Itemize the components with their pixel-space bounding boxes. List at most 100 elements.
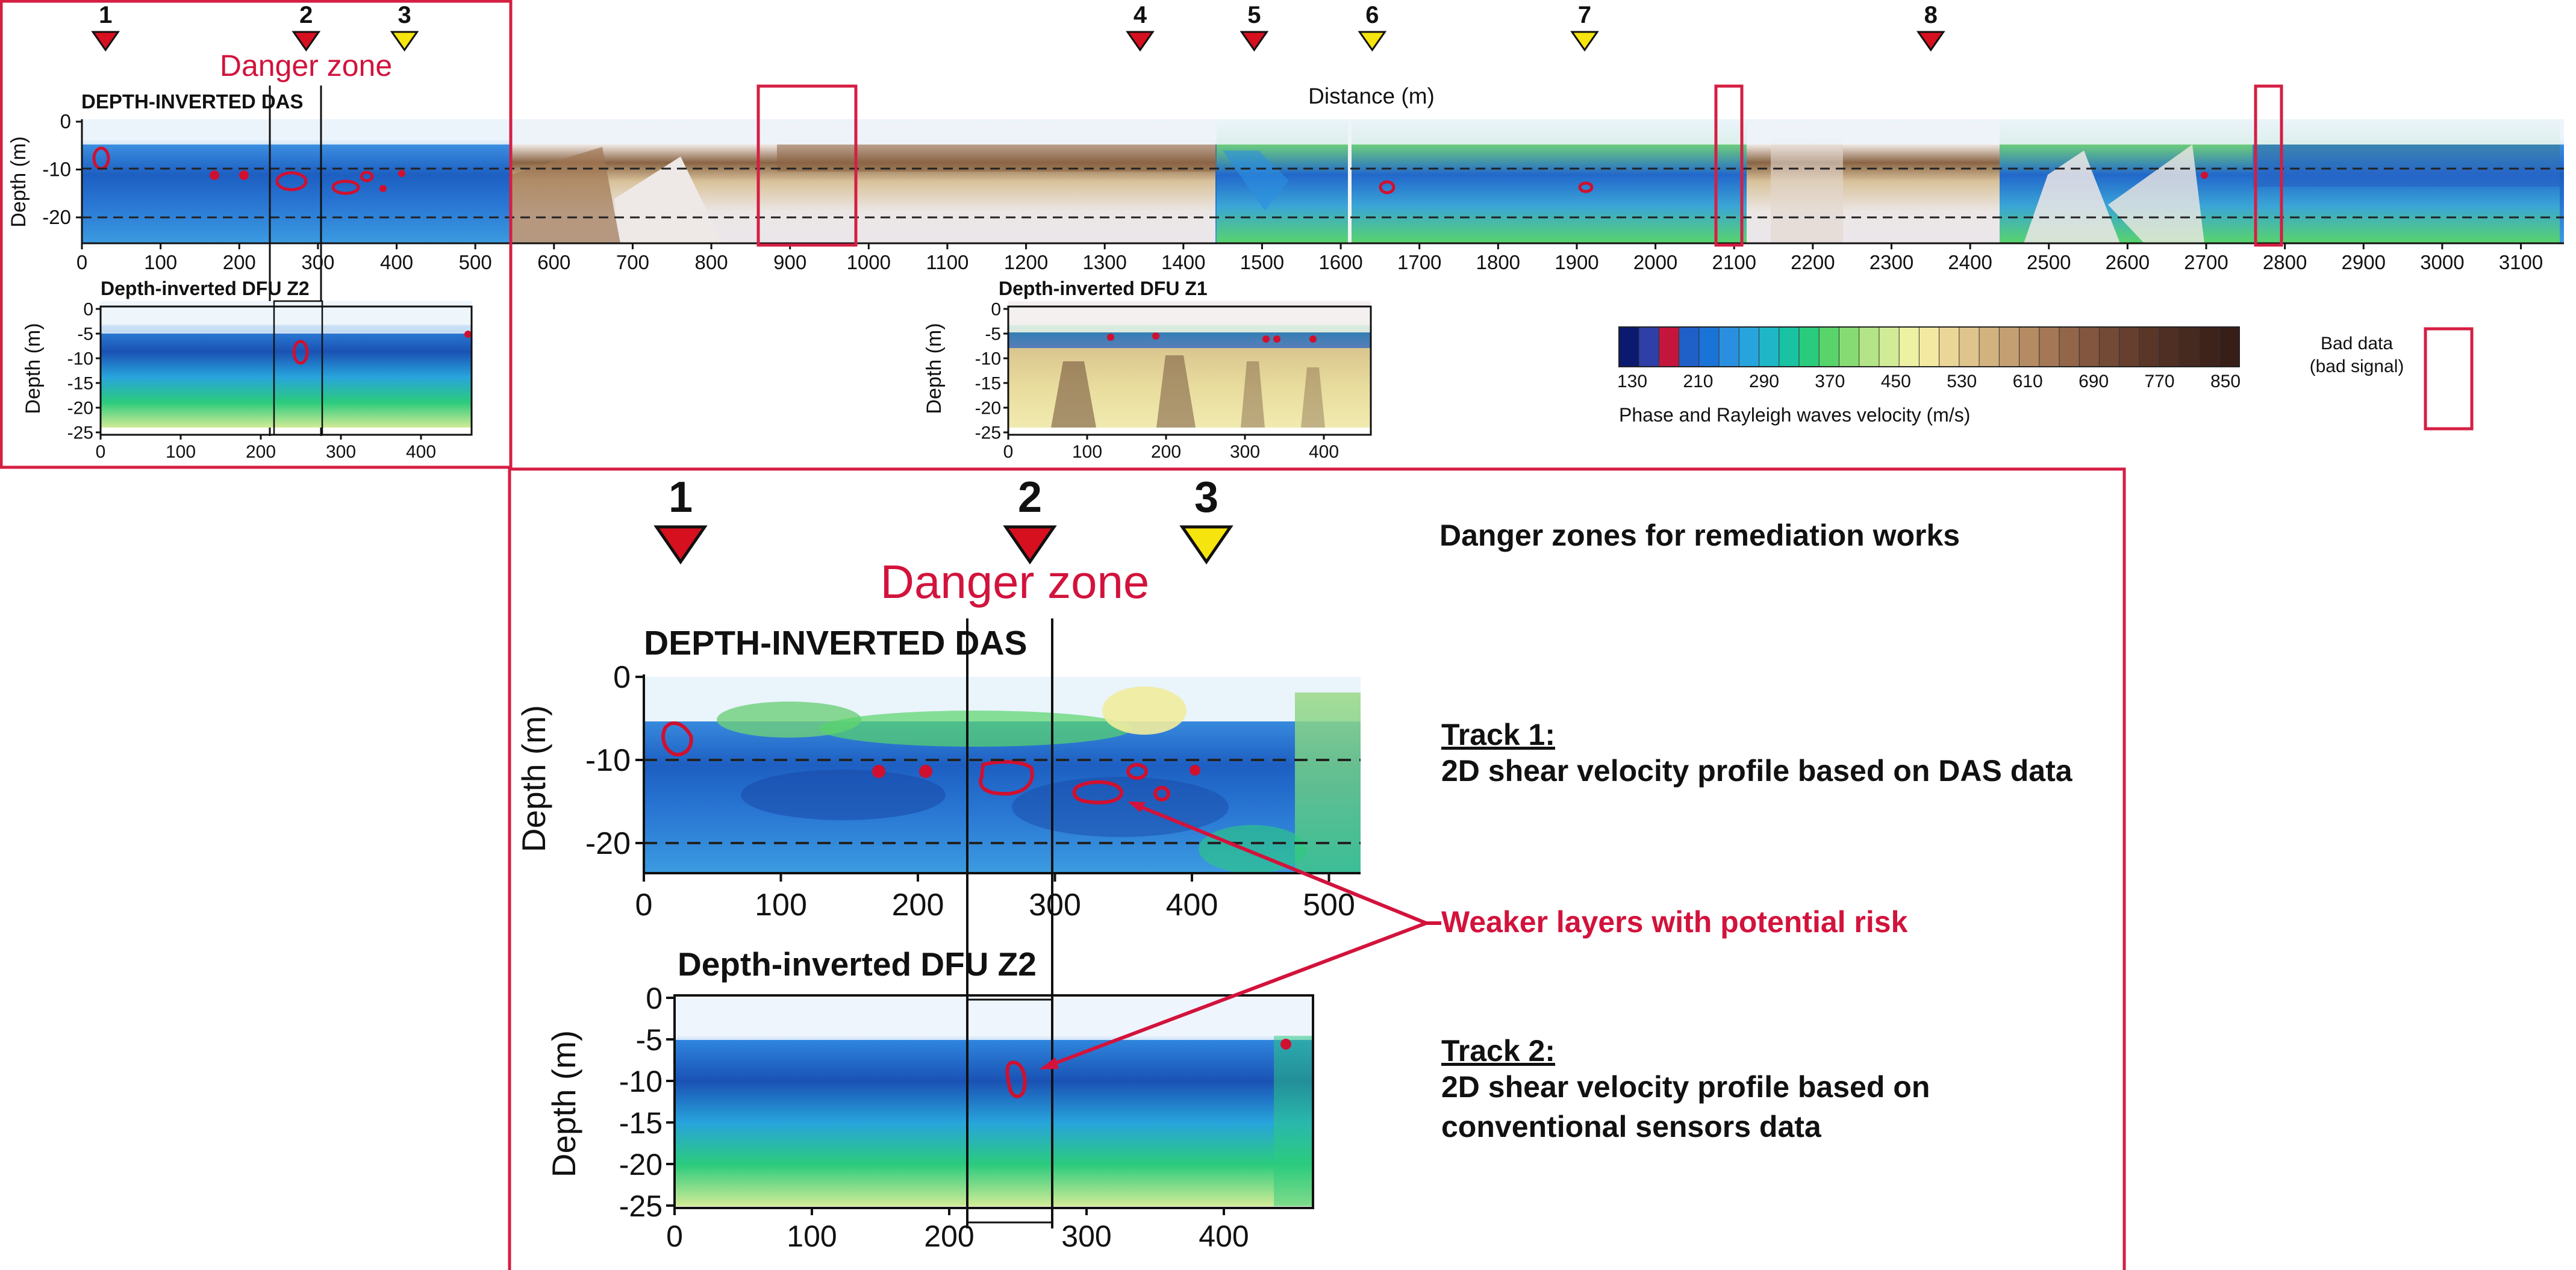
colorbar-swatch [1779,326,1800,367]
x-tick-label-1800: 1800 [1476,251,1520,273]
x-tick-label-2100: 2100 [1712,251,1756,273]
y-tick-label--20: -20 [42,206,71,228]
marker-label-8: 8 [1924,2,1938,28]
marker-triangle-6 [1358,31,1387,52]
x-tick-label-300: 300 [1061,1219,1111,1253]
colorbar-label-130: 130 [1617,372,1647,391]
x-tick-label-200: 200 [924,1219,974,1253]
x-tick-label-0: 0 [96,442,106,462]
x-tick-label-1700: 1700 [1397,251,1441,273]
y-tick-label-0: 0 [646,982,663,1015]
das-profile-image [82,119,2564,243]
x-tick-label-300: 300 [326,442,356,462]
colorbar-swatch [2178,326,2200,367]
x-tick-label-300: 300 [301,251,334,273]
axes-frame [1007,305,1372,436]
colorbar-swatch [1698,326,1720,367]
colorbar-label-210: 210 [1683,372,1713,391]
colorbar-label-370: 370 [1815,372,1845,391]
zoom-marker-triangle-1 [653,525,708,565]
x-tick-label-2900: 2900 [2342,251,2386,273]
zoom-marker-label-1: 1 [669,473,693,521]
marker-triangle-2 [292,31,321,52]
zoom-marker-triangle-3 [1179,525,1233,565]
zoom-frame [508,467,2126,1270]
y-tick-label--10: -10 [619,1065,663,1098]
colorbar-frame [1618,326,2240,367]
colorbar-swatch [1979,326,2000,367]
danger-zones-heading: Danger zones for remediation works [1439,518,1960,552]
x-tick-label-1600: 1600 [1318,251,1362,273]
colorbar-label-690: 690 [2079,372,2109,391]
y-tick-label--10: -10 [67,349,93,369]
colorbar-swatch [1759,326,1780,367]
x-tick-label-600: 600 [537,251,570,273]
zoom-dfu-title: Depth-inverted DFU Z2 [678,945,1037,983]
marker-triangle-5 [1240,31,1269,52]
colorbar-swatch [1718,326,1740,367]
x-tick-label-0: 0 [666,1219,683,1253]
track2-description-line2: conventional sensors data [1441,1110,1822,1144]
x-tick-label-100: 100 [1072,442,1102,462]
colorbar-swatch [2199,326,2220,367]
overview-das-title: DEPTH-INVERTED DAS [81,90,304,113]
x-tick-label-400: 400 [1166,888,1218,923]
x-tick-label-1200: 1200 [1004,251,1048,273]
dfu-z2-image [101,300,472,436]
y-tick-label--15: -15 [67,374,93,394]
axes-frame [99,305,473,436]
overview-axes [81,119,2564,244]
x-tick-label-400: 400 [406,442,436,462]
overview-danger-zone-label: Danger zone [220,49,392,82]
x-tick-label-500: 500 [459,251,492,273]
colorbar-swatch [1679,326,1700,367]
bad-data-legend-line1: Bad data [2321,334,2393,353]
zoom-markers: 1 2 3 [653,473,1233,565]
colorbar-swatch [2219,326,2240,367]
dfu-z1-axes: 0 100 200 300 400 0 -5 -10 -15 -20 -25 [975,300,1372,462]
zoom-das-axes: 0 100 200 300 400 500 0 -10 -20 [585,660,1361,923]
zoom-das-title: DEPTH-INVERTED DAS [644,624,1028,662]
colorbar-swatch [1939,326,1960,367]
y-tick-label--25: -25 [975,423,1001,443]
marker-triangle-8 [1916,31,1945,52]
y-tick-label-0: 0 [613,660,631,695]
y-tick-label--20: -20 [67,399,93,419]
overview-x-ticks: 0 100 200 300 400 500 600 700 800 900 1000 1100 1200… [76,243,2543,273]
colorbar-label-450: 450 [1881,372,1911,391]
x-tick-label-1300: 1300 [1082,251,1126,273]
colorbar-swatch [1658,326,1680,367]
y-tick-label--10: -10 [975,349,1001,369]
x-tick-label-2200: 2200 [1791,251,1835,273]
marker-label-6: 6 [1365,2,1379,28]
y-tick-label--10: -10 [42,158,71,181]
x-tick-label-500: 500 [1303,888,1355,923]
x-tick-label-900: 900 [773,251,806,273]
colorbar-swatch [1638,326,1660,367]
marker-label-5: 5 [1247,2,1261,28]
y-tick-label-0: 0 [83,300,93,320]
x-tick-label-0: 0 [635,888,653,923]
x-tick-label-1000: 1000 [847,251,891,273]
colorbar-swatch [1918,326,1940,367]
x-tick-label-2600: 2600 [2106,251,2150,273]
overview-depth-label: Depth (m) [7,136,30,227]
overview-highlight-frame [0,0,513,469]
colorbar-swatch [2059,326,2080,367]
colorbar-swatch [1959,326,1980,367]
colorbar-title: Phase and Rayleigh waves velocity (m/s) [1619,404,1970,426]
x-tick-label-300: 300 [1230,442,1260,462]
colorbar-swatch [2019,326,2040,367]
dfu-z2-depth-label: Depth (m) [22,323,45,414]
y-tick-label-0: 0 [991,300,1001,320]
x-tick-label-0: 0 [76,251,87,273]
zoom-dfu-axes: 0 100 200 300 400 0 -5 -10 -15 -20 -25 [619,982,1314,1253]
y-tick-label--25: -25 [67,423,93,443]
y-tick-label--15: -15 [975,374,1001,394]
overview-markers: 1 2 3 4 5 6 7 8 [91,2,1945,52]
colorbar-swatch [2079,326,2100,367]
x-tick-label-1100: 1100 [926,251,968,273]
zoom-das-image [644,677,1361,873]
overview-y-ticks: 0 -10 -20 [42,110,82,228]
marker-triangle-3 [390,31,419,52]
